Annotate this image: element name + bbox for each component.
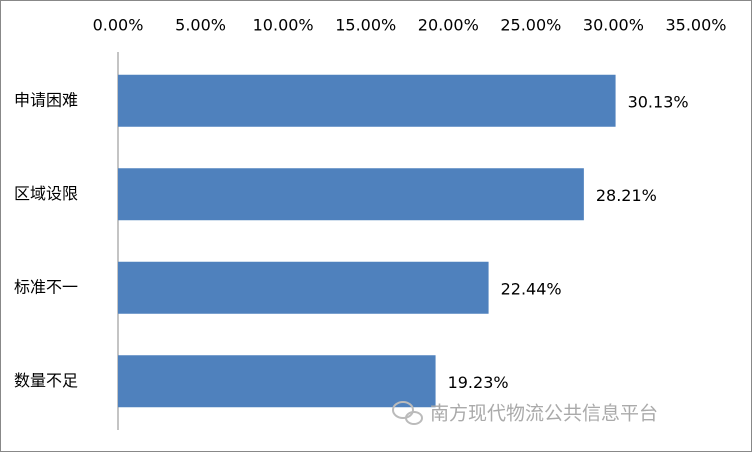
y-tick-label: 数量不足: [14, 371, 78, 390]
watermark: 南方现代物流公共信息平台: [430, 403, 658, 425]
value-label: 19.23%: [448, 373, 509, 392]
watermark-icon: [392, 401, 423, 425]
x-tick-label: 20.00%: [418, 16, 479, 35]
y-tick-label: 区域设限: [14, 184, 78, 203]
bar: [118, 74, 616, 127]
bar: [118, 168, 584, 221]
value-label: 28.21%: [596, 186, 657, 205]
x-tick-label: 25.00%: [500, 16, 561, 35]
x-tick-label: 10.00%: [253, 16, 314, 35]
x-tick-label: 0.00%: [93, 16, 144, 35]
value-label: 22.44%: [501, 279, 562, 298]
value-label: 30.13%: [628, 92, 689, 111]
bar: [118, 261, 489, 314]
bar: [118, 355, 436, 408]
x-tick-label: 30.00%: [583, 16, 644, 35]
x-tick-label: 15.00%: [335, 16, 396, 35]
x-tick-label: 5.00%: [175, 16, 226, 35]
y-tick-label: 标准不一: [14, 277, 78, 296]
x-tick-label: 35.00%: [665, 16, 726, 35]
y-tick-label: 申请困难: [14, 90, 78, 109]
